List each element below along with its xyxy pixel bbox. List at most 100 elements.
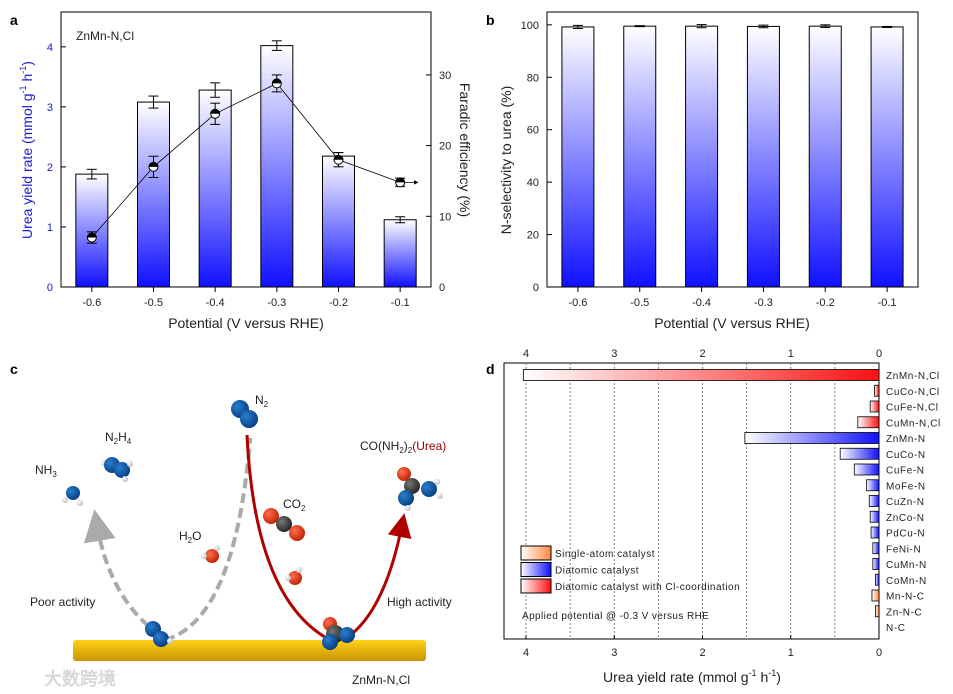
category-label: CuMn-N,Cl <box>886 418 941 429</box>
yield-bar <box>869 400 880 413</box>
watermark: 大数跨境 <box>44 668 116 689</box>
x-tick-label: -0.3 <box>267 297 286 309</box>
yield-bar <box>853 463 880 476</box>
n2h4-label: N2H4 <box>105 430 132 446</box>
y-tick-label: 1 <box>47 222 53 234</box>
poor-activity-arrow <box>83 509 162 637</box>
n2-label: N2 <box>255 393 269 409</box>
yield-bar <box>871 589 880 602</box>
yield-bar <box>868 495 880 507</box>
x-tick-label: -0.1 <box>391 297 410 309</box>
yield-bar <box>875 605 880 618</box>
x-tick-label: -0.5 <box>144 297 163 309</box>
y-label-sup2: -1 <box>18 66 28 74</box>
panel-label-b: b <box>486 12 495 28</box>
y2-tick-label: 0 <box>439 282 445 294</box>
h2o-molecule-icon <box>201 545 220 563</box>
co2-label: CO2 <box>283 497 306 513</box>
h2o-molecule-icon-2 <box>285 567 302 585</box>
x-tick-label: 1 <box>788 647 794 659</box>
category-label: PdCu-N <box>886 529 925 540</box>
panel-d-chart: Urea yield rate (mmol g-1 h-1) Applied p… <box>503 348 941 685</box>
fe-point-half <box>395 177 405 183</box>
x-tick-label: 4 <box>523 647 529 659</box>
y-label-close: ) <box>19 61 35 66</box>
yield-bar <box>875 573 880 586</box>
yield-bar <box>872 558 880 570</box>
yield-bar <box>383 219 417 288</box>
category-label: CuCo-N,Cl <box>886 387 940 398</box>
category-label: ZnCo-N <box>886 513 925 524</box>
y-axis-label: Urea yield rate (mmol g-1 h-1) <box>18 61 35 239</box>
legend-swatch <box>520 545 552 561</box>
panel-c-diagram: N2 N2H4 NH3 H2O CO2 CO(NH2)2(Urea) Poor … <box>30 393 452 689</box>
selectivity-bar <box>685 25 719 288</box>
annotation-potential: Applied potential @ -0.3 V versus RHE <box>522 611 709 622</box>
n2h4-molecule-icon <box>101 457 133 482</box>
annotation-sample: ZnMn-N,Cl <box>76 29 134 43</box>
yield-bar <box>322 155 355 288</box>
legend-swatch <box>520 578 552 594</box>
y2-tick-label: 10 <box>439 211 451 223</box>
yield-bar <box>869 510 880 523</box>
category-label: CoMn-N <box>886 576 927 587</box>
x-tick-label: -0.2 <box>329 297 348 309</box>
urea-label: CO(NH2)2(Urea) <box>360 439 446 455</box>
x-tick-label: -0.5 <box>630 297 649 309</box>
selectivity-bar <box>746 25 780 288</box>
x-tick-label: -0.3 <box>754 297 773 309</box>
fe-point-half <box>210 109 220 114</box>
yield-bar <box>522 369 880 381</box>
plot-frame <box>503 362 880 640</box>
y-tick-label: 80 <box>527 72 539 84</box>
y-tick-label: 40 <box>527 177 539 189</box>
y-label-unit: (mmol g <box>19 93 35 144</box>
yield-bar <box>866 479 880 492</box>
selectivity-bar <box>623 25 657 288</box>
yield-bar <box>75 173 109 288</box>
high-activity-arrow <box>347 513 412 639</box>
y-tick-label: 4 <box>47 42 53 54</box>
x-axis-label: Potential (V versus RHE) <box>654 315 810 331</box>
n2-molecule-icon <box>231 400 258 428</box>
y-tick-label: 3 <box>47 102 53 114</box>
category-label: CuZn-N <box>886 497 925 508</box>
catalyst-label: ZnMn-N,Cl <box>352 673 410 687</box>
y-tick-label: 20 <box>527 230 539 242</box>
selectivity-bar <box>808 25 842 288</box>
panel-b-chart: Potential (V versus RHE) N-selectivity t… <box>498 11 919 331</box>
yield-bar <box>857 416 880 429</box>
fe-point-half <box>149 162 158 167</box>
x-top-tick-label: 2 <box>699 348 705 360</box>
panel-label-c: c <box>10 361 18 377</box>
category-label: ZnMn-N,Cl <box>886 371 940 382</box>
legend-label: Single-atom catalyst <box>555 549 655 560</box>
high-activity-label: High activity <box>387 595 452 609</box>
category-label: FeNi-N <box>886 544 921 555</box>
co2-molecule-icon <box>263 508 305 541</box>
y-axis-label: N-selectivity to urea (%) <box>498 86 514 235</box>
x-top-tick-label: 0 <box>876 348 882 360</box>
adsorbed-urea-icon <box>322 617 355 650</box>
x-top-tick-label: 1 <box>788 348 794 360</box>
x-tick-label: -0.4 <box>206 297 225 309</box>
panel-label-d: d <box>486 361 495 377</box>
yield-bar <box>744 432 880 444</box>
panel-a-chart: ZnMn-N,Cl Potential (V versus RHE) Urea … <box>18 11 473 331</box>
nh3-molecule-icon <box>62 486 83 506</box>
selectivity-bar <box>561 26 595 288</box>
x-axis-label: Urea yield rate (mmol g-1 h-1) <box>603 668 781 685</box>
yield-bar <box>137 101 170 288</box>
adsorbed-n2-icon <box>145 621 173 647</box>
y-tick-label: 2 <box>47 162 53 174</box>
y-label-main: Urea yield rate <box>19 144 35 239</box>
category-label: N-C <box>886 623 906 634</box>
y-label-sup1: -1 <box>18 85 28 93</box>
category-label: ZnMn-N <box>886 434 926 445</box>
red-path-in <box>245 434 331 642</box>
y-tick-label: 0 <box>47 282 53 294</box>
urea-molecule-icon <box>397 467 443 511</box>
category-label: Mn-N-C <box>886 592 925 603</box>
y2-tick-label: 20 <box>439 141 451 153</box>
category-label: CuMn-N <box>886 560 927 571</box>
